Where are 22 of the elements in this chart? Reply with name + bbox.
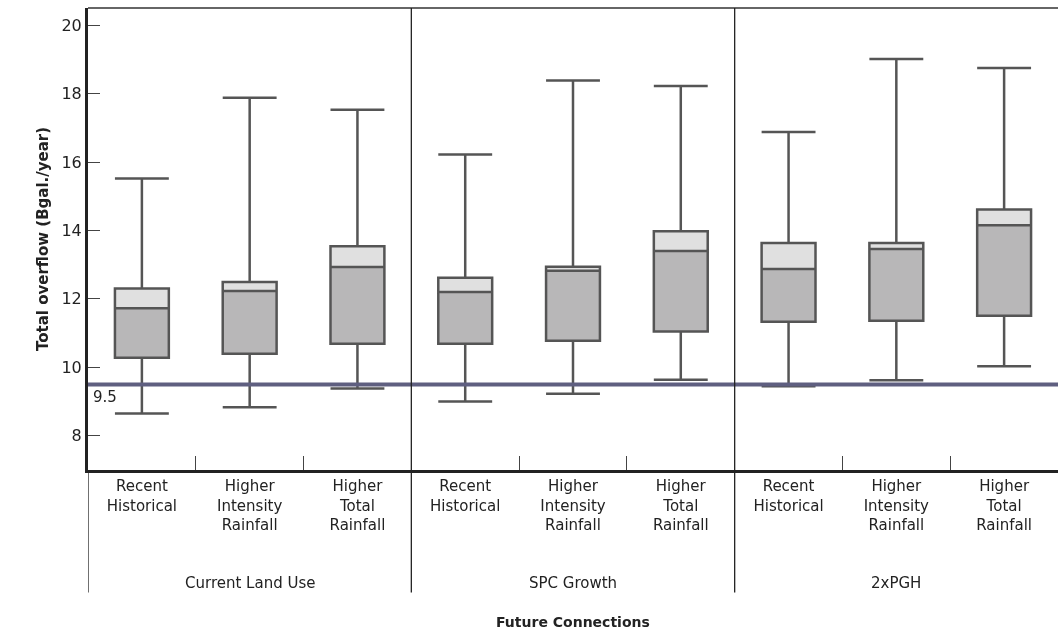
y-tick-label: 20: [61, 15, 82, 35]
text: Future Connections: [496, 614, 650, 630]
y-tick-label: 10: [61, 357, 82, 377]
y-tick-label: 18: [61, 84, 82, 104]
ref-line-label: 9.5: [93, 388, 117, 406]
x-tick-label: Higher Total Rainfall: [976, 477, 1032, 534]
text: 2xPGH: [871, 574, 922, 592]
y-tick-label: 12: [61, 289, 82, 309]
y-tick-label: 14: [61, 221, 82, 241]
y-tick-label: 16: [61, 152, 82, 172]
x-tick-label: Higher Total Rainfall: [329, 477, 386, 534]
x-tick-label: Recent Historical: [430, 477, 501, 515]
y-tick-label: 8: [71, 426, 82, 446]
x-tick-label: Higher Intensity Rainfall: [863, 477, 930, 534]
x-tick-label: Recent Historical: [753, 477, 824, 515]
x-tick-label: Higher Intensity Rainfall: [540, 477, 606, 534]
text: SPC Growth: [529, 574, 618, 592]
x-tick-label: Higher Intensity Rainfall: [217, 477, 283, 534]
x-tick-label: Higher Total Rainfall: [652, 477, 709, 534]
y-axis-title: Total overflow (Bgal./year): [33, 126, 52, 352]
x-tick-label: Recent Historical: [106, 477, 178, 515]
text: Current Land Use: [185, 574, 316, 592]
